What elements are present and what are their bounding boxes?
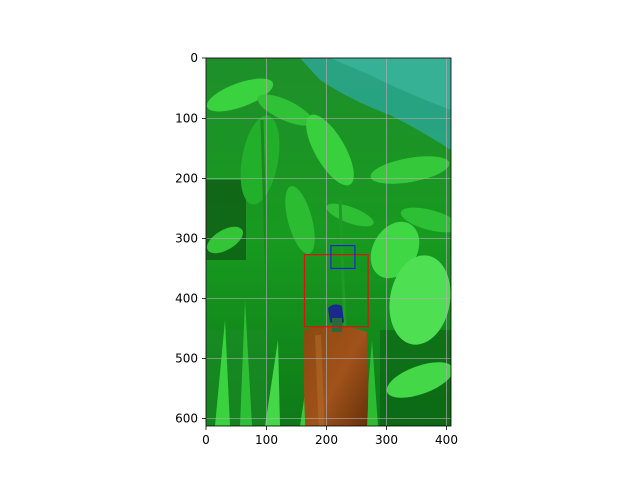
y-tick-label: 300 — [175, 232, 198, 246]
y-tick-label: 100 — [175, 112, 198, 126]
x-tick-label: 0 — [202, 433, 210, 447]
photo — [206, 58, 451, 426]
x-axis: 0 100 200 300 400 — [202, 426, 458, 447]
axes-frame — [205, 57, 452, 427]
y-tick-label: 500 — [175, 352, 198, 366]
x-tick-label: 300 — [375, 433, 398, 447]
y-tick-label: 200 — [175, 172, 198, 186]
x-tick-label: 100 — [255, 433, 278, 447]
y-tick-label: 600 — [175, 412, 198, 426]
x-tick-label: 200 — [315, 433, 338, 447]
x-tick-label: 400 — [435, 433, 458, 447]
bbox-blue — [330, 245, 356, 270]
y-tick-label: 400 — [175, 292, 198, 306]
bbox-red — [303, 254, 369, 328]
y-axis: 0 100 200 300 400 500 600 — [175, 51, 206, 426]
y-tick-label: 0 — [190, 51, 198, 65]
